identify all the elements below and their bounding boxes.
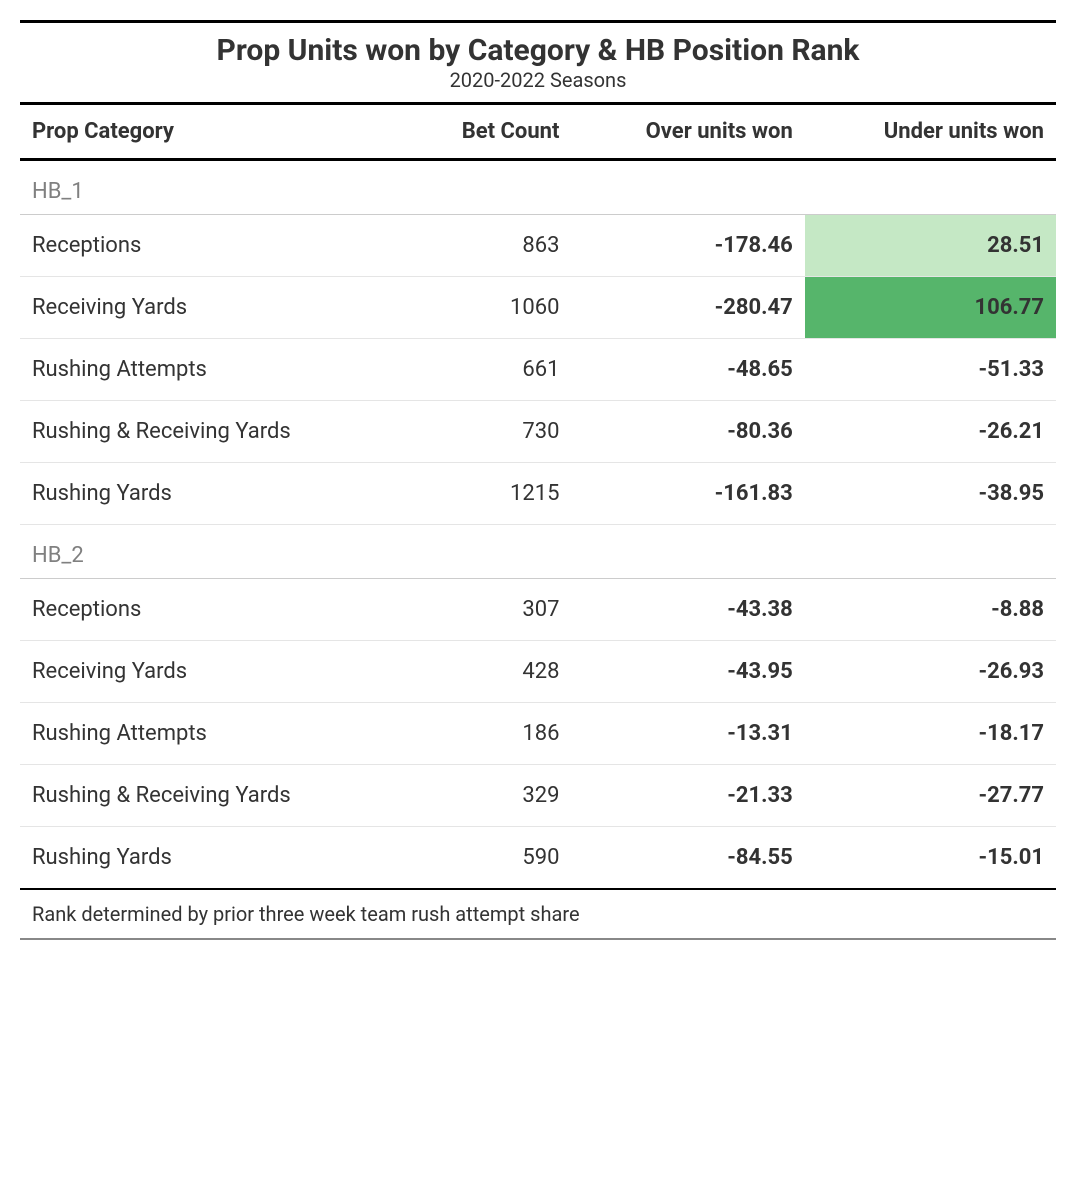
cell-betcount: 428 <box>405 641 571 703</box>
cell-category: Rushing Yards <box>20 463 405 525</box>
cell-over: -280.47 <box>571 277 804 339</box>
cell-under: -26.21 <box>805 401 1056 463</box>
group-header: HB_1 <box>20 160 1056 215</box>
group-label: HB_2 <box>20 525 1056 579</box>
cell-category: Rushing & Receiving Yards <box>20 765 405 827</box>
cell-category: Receptions <box>20 579 405 641</box>
cell-under: 28.51 <box>805 215 1056 277</box>
cell-category: Rushing & Receiving Yards <box>20 401 405 463</box>
cell-under: -8.88 <box>805 579 1056 641</box>
cell-betcount: 661 <box>405 339 571 401</box>
cell-over: -43.38 <box>571 579 804 641</box>
cell-over: -48.65 <box>571 339 804 401</box>
table-footnote: Rank determined by prior three week team… <box>20 888 1056 940</box>
table-container: Prop Units won by Category & HB Position… <box>20 20 1056 940</box>
cell-over: -43.95 <box>571 641 804 703</box>
cell-betcount: 307 <box>405 579 571 641</box>
table-row: Receiving Yards1060-280.47106.77 <box>20 277 1056 339</box>
table-row: Rushing Yards1215-161.83-38.95 <box>20 463 1056 525</box>
cell-over: -80.36 <box>571 401 804 463</box>
col-header-under: Under units won <box>805 104 1056 160</box>
cell-category: Rushing Attempts <box>20 339 405 401</box>
col-header-category: Prop Category <box>20 104 405 160</box>
group-label: HB_1 <box>20 160 1056 215</box>
cell-under: -26.93 <box>805 641 1056 703</box>
table-row: Receptions863-178.4628.51 <box>20 215 1056 277</box>
col-header-over: Over units won <box>571 104 804 160</box>
table-row: Receiving Yards428-43.95-26.93 <box>20 641 1056 703</box>
cell-under: -38.95 <box>805 463 1056 525</box>
cell-category: Rushing Yards <box>20 827 405 889</box>
cell-over: -13.31 <box>571 703 804 765</box>
cell-betcount: 186 <box>405 703 571 765</box>
cell-over: -21.33 <box>571 765 804 827</box>
cell-betcount: 329 <box>405 765 571 827</box>
table-row: Rushing Yards590-84.55-15.01 <box>20 827 1056 889</box>
cell-under: -27.77 <box>805 765 1056 827</box>
table-row: Rushing & Receiving Yards329-21.33-27.77 <box>20 765 1056 827</box>
cell-over: -84.55 <box>571 827 804 889</box>
cell-betcount: 730 <box>405 401 571 463</box>
cell-category: Receiving Yards <box>20 277 405 339</box>
cell-betcount: 863 <box>405 215 571 277</box>
cell-over: -178.46 <box>571 215 804 277</box>
table-row: Rushing Attempts661-48.65-51.33 <box>20 339 1056 401</box>
table-row: Receptions307-43.38-8.88 <box>20 579 1056 641</box>
cell-category: Rushing Attempts <box>20 703 405 765</box>
cell-over: -161.83 <box>571 463 804 525</box>
table-row: Rushing & Receiving Yards730-80.36-26.21 <box>20 401 1056 463</box>
table-subtitle: 2020-2022 Seasons <box>20 68 1056 102</box>
cell-under: -51.33 <box>805 339 1056 401</box>
cell-betcount: 1060 <box>405 277 571 339</box>
table-row: Rushing Attempts186-13.31-18.17 <box>20 703 1056 765</box>
cell-under: 106.77 <box>805 277 1056 339</box>
group-header: HB_2 <box>20 525 1056 579</box>
cell-under: -18.17 <box>805 703 1056 765</box>
table-title: Prop Units won by Category & HB Position… <box>20 23 1056 68</box>
cell-betcount: 1215 <box>405 463 571 525</box>
data-table: Prop Category Bet Count Over units won U… <box>20 102 1056 888</box>
cell-under: -15.01 <box>805 827 1056 889</box>
header-row: Prop Category Bet Count Over units won U… <box>20 104 1056 160</box>
cell-betcount: 590 <box>405 827 571 889</box>
cell-category: Receiving Yards <box>20 641 405 703</box>
cell-category: Receptions <box>20 215 405 277</box>
col-header-betcount: Bet Count <box>405 104 571 160</box>
